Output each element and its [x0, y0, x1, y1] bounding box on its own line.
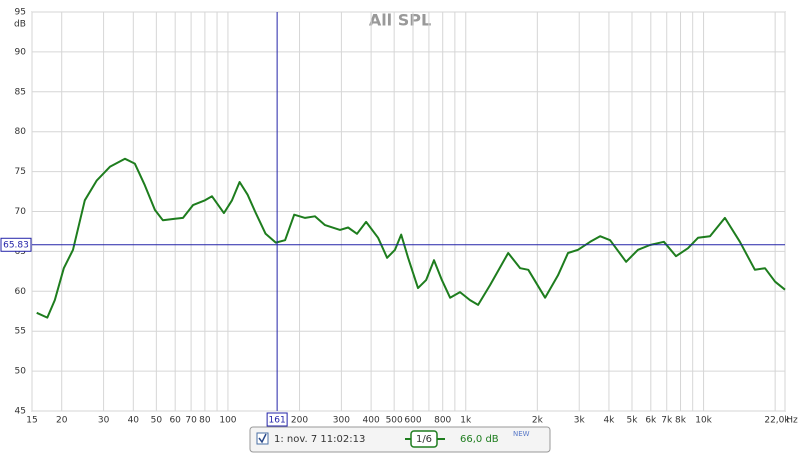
x-tick-label: 80: [199, 416, 211, 426]
x-tick-label: 1k: [460, 416, 472, 426]
x-tick-label: 200: [291, 416, 308, 426]
y-tick-label: 90: [15, 47, 27, 57]
x-tick-label: 40: [128, 416, 140, 426]
x-tick-label: 4k: [603, 416, 615, 426]
legend-level: 66,0 dB: [460, 434, 499, 445]
y-tick-label: 65: [15, 247, 26, 257]
y-tick-label: 45: [15, 407, 26, 417]
x-tick-label: 400: [363, 416, 380, 426]
x-tick-label: 7k: [661, 416, 673, 426]
y-unit: dB: [14, 20, 26, 30]
x-tick-label: 20: [56, 416, 68, 426]
y-tick-label: 80: [15, 127, 27, 137]
x-tick-label: 100: [219, 416, 236, 426]
y-tick-label: 85: [15, 87, 26, 97]
cursor-x-label: 161: [269, 416, 286, 426]
grid: [31, 11, 786, 412]
marks: [32, 12, 786, 411]
x-unit: Hz: [786, 416, 798, 426]
x-tick-label: 60: [169, 416, 181, 426]
cursor-y-label: 65.83: [3, 240, 29, 250]
line-series: [36, 157, 786, 319]
x-tick-label: 22,0k: [764, 416, 790, 426]
x-tick-label: 2k: [532, 416, 544, 426]
x-tick-label: 30: [98, 416, 110, 426]
y-tick-label: 95: [15, 8, 26, 18]
legend-checkbox[interactable]: [256, 432, 269, 445]
y-tick-label: 70: [15, 207, 27, 217]
smoothing: 1/6: [416, 434, 432, 445]
checkmark: [258, 433, 267, 444]
y-tick-label: 50: [15, 367, 27, 377]
legend-name: 1: nov. 7 11:02:13: [274, 434, 365, 445]
x-tick-label: 3k: [574, 416, 586, 426]
x-tick-label: 10k: [695, 416, 712, 426]
x-tick-label: 5k: [627, 416, 639, 426]
legend-badge: NEW: [513, 430, 530, 438]
x-tick-label: 600: [404, 416, 421, 426]
x-tick-label: 300: [333, 416, 350, 426]
legend: [249, 426, 551, 453]
x-tick-label: 800: [434, 416, 451, 426]
x-tick-label: 6k: [645, 416, 657, 426]
y-tick-label: 55: [15, 327, 26, 337]
cursor-y-box: [0, 237, 32, 252]
x-tick-label: 15: [26, 416, 37, 426]
smoothing-box[interactable]: [410, 430, 438, 448]
chart-title: All SPL: [369, 11, 431, 30]
x-tick-label: 50: [151, 416, 163, 426]
cursor-x-box: [266, 412, 288, 427]
x-tick-label: 70: [185, 416, 197, 426]
x-tick-label: 8k: [675, 416, 687, 426]
y-tick-label: 60: [15, 287, 27, 297]
y-tick-label: 75: [15, 167, 26, 177]
x-tick-label: 500: [386, 416, 403, 426]
